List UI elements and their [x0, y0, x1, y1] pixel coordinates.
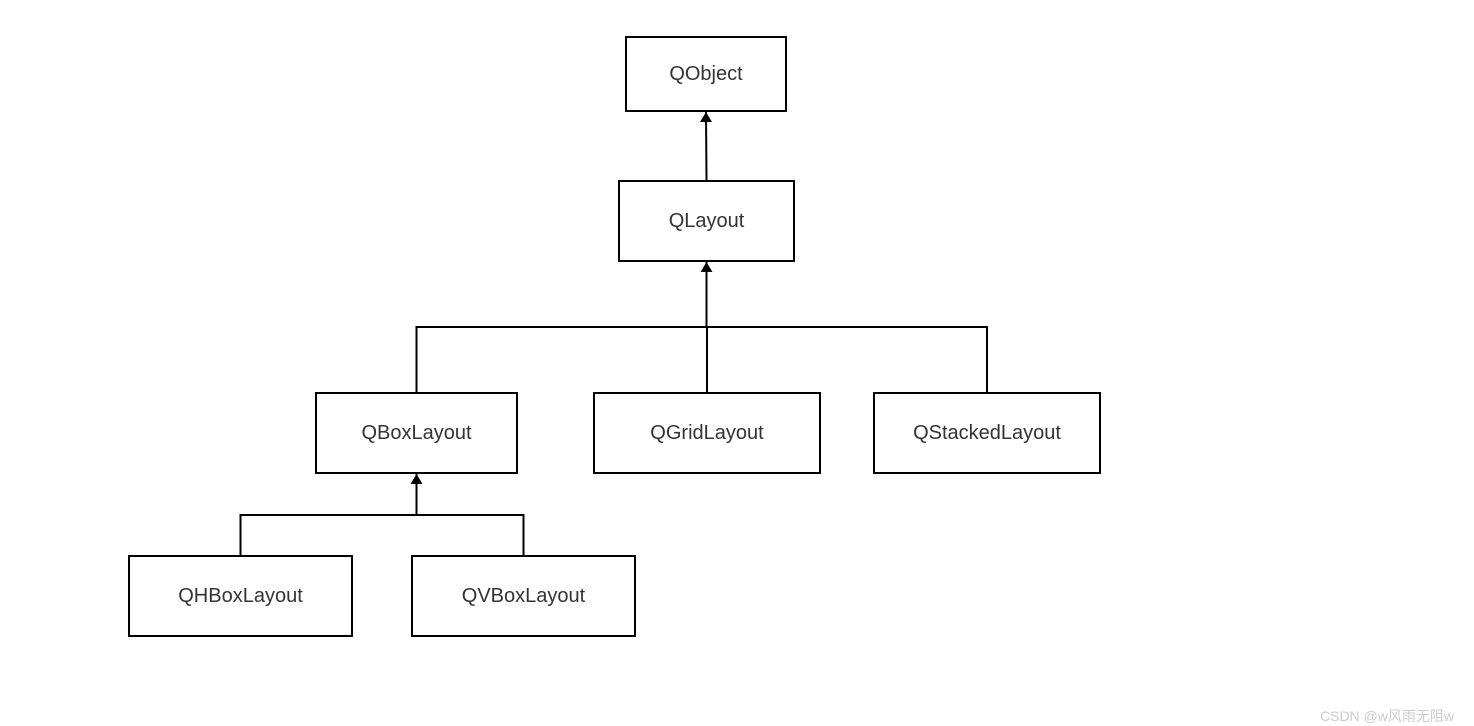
edge-qvboxlayout-to-qboxlayout	[417, 474, 524, 555]
arrowhead-qlayout-to-qobject	[700, 112, 712, 122]
node-qstackedlayout: QStackedLayout	[873, 392, 1101, 474]
node-qlayout: QLayout	[618, 180, 795, 262]
node-label-qvboxlayout: QVBoxLayout	[462, 585, 585, 608]
node-qobject: QObject	[625, 36, 787, 112]
watermark: CSDN @w风雨无阻w	[1320, 706, 1454, 726]
watermark-text: CSDN @w风雨无阻w	[1320, 708, 1454, 724]
node-label-qstackedlayout: QStackedLayout	[913, 422, 1061, 445]
node-label-qhboxlayout: QHBoxLayout	[178, 585, 303, 608]
edge-qgridlayout-to-qlayout	[707, 262, 708, 392]
arrowhead-qboxlayout-to-qlayout	[701, 262, 713, 272]
node-label-qboxlayout: QBoxLayout	[361, 422, 471, 445]
node-qhboxlayout: QHBoxLayout	[128, 555, 353, 637]
node-qvboxlayout: QVBoxLayout	[411, 555, 636, 637]
node-qgridlayout: QGridLayout	[593, 392, 821, 474]
node-qboxlayout: QBoxLayout	[315, 392, 518, 474]
node-label-qlayout: QLayout	[669, 210, 745, 233]
edge-qhboxlayout-to-qboxlayout	[241, 474, 417, 555]
arrowhead-qhboxlayout-to-qboxlayout	[411, 474, 423, 484]
node-label-qgridlayout: QGridLayout	[650, 422, 763, 445]
node-label-qobject: QObject	[669, 63, 742, 86]
edge-qboxlayout-to-qlayout	[417, 262, 707, 392]
edge-qstackedlayout-to-qlayout	[707, 262, 988, 392]
edge-qlayout-to-qobject	[706, 112, 707, 180]
